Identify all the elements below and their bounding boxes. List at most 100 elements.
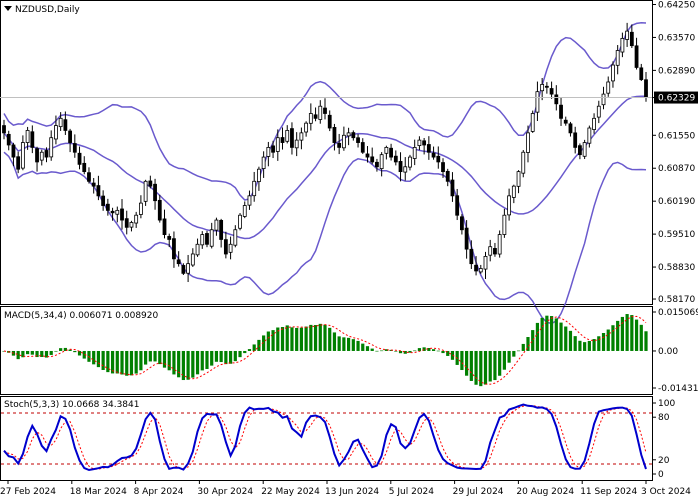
candle-body — [365, 153, 370, 158]
macd-bar — [228, 350, 233, 364]
macd-bar — [59, 348, 63, 351]
candle-body — [16, 156, 21, 170]
macd-bar — [446, 350, 450, 356]
candle-body — [209, 229, 214, 247]
candle-body — [332, 127, 337, 143]
candle-body — [290, 128, 294, 148]
macd-bar — [375, 350, 379, 352]
candle-body — [172, 238, 176, 260]
candle-body — [620, 37, 625, 53]
price-tick-label: 0.58170 — [658, 295, 695, 305]
macd-bar — [531, 330, 535, 351]
macd-bar — [35, 350, 39, 358]
candle-body — [68, 130, 72, 143]
candle-body — [389, 147, 393, 158]
macd-bar — [233, 350, 237, 362]
price-panel[interactable]: NZDUSD,Daily 0.64250 0.63570 0.62890 0.6232… — [0, 0, 698, 325]
candle-body — [252, 180, 257, 197]
candle-body — [360, 142, 365, 153]
macd-bar — [427, 348, 431, 351]
time-tick-label: 13 Jun 2024 — [325, 487, 379, 497]
macd-bar — [304, 326, 308, 351]
candle-body — [346, 132, 351, 137]
candle-body — [601, 93, 606, 106]
candle-body — [459, 216, 464, 231]
price-tick: 0.58830 — [652, 263, 695, 273]
macd-panel[interactable]: MACD(5,34,4) 0.006071 0.008920 0.0150690… — [0, 306, 698, 395]
macd-bar — [266, 331, 270, 351]
macd-bar — [214, 350, 219, 362]
candle-body — [502, 214, 507, 235]
price-tick-label: 0.60870 — [658, 164, 695, 174]
chart-symbol-title: NZDUSD,Daily — [15, 5, 80, 15]
macd-bar — [167, 350, 171, 371]
price-tick-label: 0.64250 — [658, 0, 695, 10]
time-tick-label: 20 Aug 2024 — [516, 487, 574, 497]
macd-bar — [148, 350, 152, 362]
candle-body — [356, 137, 360, 143]
candle-body — [205, 233, 209, 245]
candle-body — [72, 143, 77, 153]
candlesticks — [2, 22, 648, 283]
candle-body — [582, 142, 587, 157]
candle-body — [403, 166, 408, 173]
macd-bar — [507, 350, 511, 363]
candle-body — [30, 131, 35, 148]
macd-signal-line — [3, 315, 647, 385]
macd-bar — [592, 339, 596, 351]
candle-body — [337, 142, 342, 148]
candle-body — [105, 203, 110, 211]
stoch-axis: 100 80 20 0 — [652, 399, 675, 480]
candle-body — [455, 195, 460, 216]
candle-body — [535, 91, 540, 113]
candle-body — [493, 248, 497, 255]
candle-body — [511, 185, 516, 198]
macd-bar — [587, 340, 591, 351]
bollinger-middle-band — [3, 95, 647, 240]
candle-body — [412, 146, 417, 159]
candle-body — [233, 229, 238, 246]
macd-bar — [271, 330, 275, 351]
candle-body — [214, 219, 219, 231]
macd-bar — [82, 350, 86, 359]
price-tick: 0.63570 — [652, 33, 695, 43]
macd-bar — [583, 342, 587, 351]
candle-body — [530, 113, 535, 132]
price-tick-label: 0.60190 — [658, 197, 695, 207]
candle-body — [129, 222, 134, 228]
stoch-title: Stoch(5,3,3) 10.0668 34.3841 — [4, 400, 139, 410]
macd-bar — [597, 336, 601, 351]
dropdown-triangle-icon[interactable] — [4, 6, 12, 11]
candle-body — [247, 195, 252, 206]
candle-body — [308, 113, 313, 124]
candle-body — [238, 214, 242, 229]
candle-body — [559, 104, 563, 119]
macd-bar — [257, 339, 261, 351]
macd-bar — [262, 335, 266, 351]
candle-body — [313, 114, 318, 119]
macd-bar — [252, 344, 256, 351]
macd-bar — [224, 350, 228, 365]
macd-bar — [328, 327, 332, 351]
macd-bar — [398, 350, 403, 354]
price-tick-label: 0.63570 — [658, 33, 695, 43]
candle-body — [606, 81, 611, 94]
macd-bar — [601, 333, 606, 351]
macd-bar — [40, 350, 44, 358]
macd-bar — [115, 350, 119, 374]
candle-body — [568, 123, 573, 134]
price-tick-label: 0.61550 — [658, 131, 695, 141]
macd-bar — [134, 350, 138, 374]
macd-bar — [422, 347, 426, 351]
macd-bar — [332, 332, 337, 351]
candle-body — [280, 137, 285, 143]
candle-body — [549, 88, 554, 95]
candle-body — [450, 179, 455, 197]
macd-bar — [318, 323, 322, 351]
candle-body — [644, 79, 648, 98]
macd-bar — [68, 349, 72, 351]
macd-bar — [630, 315, 634, 351]
candle-body — [488, 246, 493, 256]
macd-bar — [479, 350, 483, 387]
